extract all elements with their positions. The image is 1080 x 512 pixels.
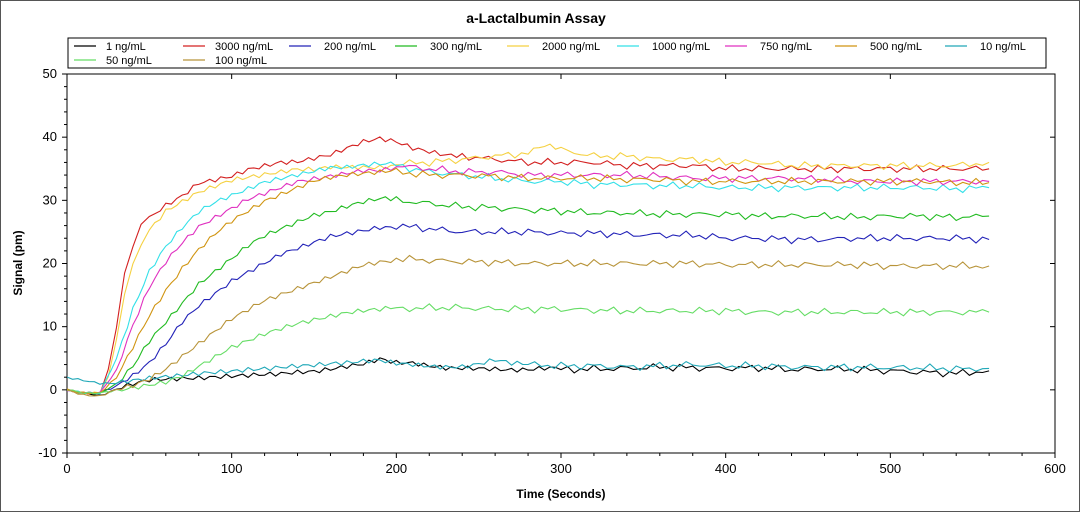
series-line xyxy=(66,143,990,395)
y-tick-label: 30 xyxy=(43,192,57,207)
series-line xyxy=(66,161,990,395)
series-line xyxy=(66,196,990,395)
x-tick-label: 400 xyxy=(715,461,737,476)
chart-title: a-Lactalbumin Assay xyxy=(466,10,606,26)
y-axis-title: Signal (pm) xyxy=(11,230,25,295)
series-line xyxy=(66,357,990,396)
y-tick-label: 0 xyxy=(50,382,57,397)
legend-label: 500 ng/mL xyxy=(870,41,922,53)
series-line xyxy=(66,167,990,395)
legend-label: 1000 ng/mL xyxy=(652,41,710,53)
x-tick-label: 100 xyxy=(221,461,243,476)
legend-label: 300 ng/mL xyxy=(430,41,482,53)
series-line xyxy=(66,164,990,395)
legend-label: 750 ng/mL xyxy=(760,41,812,53)
series-line xyxy=(66,358,990,385)
legend: 1 ng/mL 3000 ng/mL 200 ng/mL 300 ng/mL 2000 … xyxy=(67,37,1047,69)
legend-label: 10 ng/mL xyxy=(980,41,1026,53)
y-tick-label: 40 xyxy=(43,129,57,144)
y-axis: -10 0 10 20 30 40 50 xyxy=(38,66,1055,460)
y-tick-label: 50 xyxy=(43,66,57,81)
x-tick-label: 600 xyxy=(1044,461,1066,476)
y-tick-label: -10 xyxy=(38,445,57,460)
series-line xyxy=(66,254,990,397)
legend-label: 100 ng/mL xyxy=(215,55,267,67)
x-tick-label: 500 xyxy=(879,461,901,476)
y-tick-label: 10 xyxy=(43,319,57,334)
x-tick-label: 0 xyxy=(63,461,70,476)
legend-label: 1 ng/mL xyxy=(106,41,146,53)
legend-label: 200 ng/mL xyxy=(324,41,376,53)
legend-label: 2000 ng/mL xyxy=(542,41,600,53)
legend-label: 50 ng/mL xyxy=(106,55,152,67)
y-tick-label: 20 xyxy=(43,256,57,271)
x-axis-title: Time (Seconds) xyxy=(516,487,605,501)
x-tick-label: 200 xyxy=(385,461,407,476)
x-axis: 0 100 200 300 400 500 600 xyxy=(63,74,1066,476)
series-layer xyxy=(66,136,990,397)
series-line xyxy=(66,223,990,395)
legend-label: 3000 ng/mL xyxy=(215,41,273,53)
x-tick-label: 300 xyxy=(550,461,572,476)
series-line xyxy=(66,303,990,395)
legend-box xyxy=(67,37,1047,69)
